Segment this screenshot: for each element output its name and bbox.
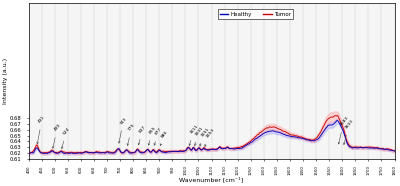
Text: 743: 743 bbox=[118, 116, 128, 143]
Text: 524: 524 bbox=[61, 126, 70, 149]
Text: 1031: 1031 bbox=[194, 126, 205, 146]
Text: 817: 817 bbox=[138, 125, 147, 145]
Legend: Healthy, Tumor: Healthy, Tumor bbox=[218, 9, 293, 19]
Text: 1011: 1011 bbox=[189, 124, 200, 145]
Text: 1583: 1583 bbox=[338, 116, 349, 144]
X-axis label: Wavenumber [cm⁻¹]: Wavenumber [cm⁻¹] bbox=[180, 177, 244, 182]
Text: 877: 877 bbox=[154, 127, 163, 145]
Text: 1603: 1603 bbox=[344, 119, 354, 145]
Text: 886: 886 bbox=[160, 129, 169, 145]
Text: 855: 855 bbox=[148, 126, 157, 145]
Text: 1053: 1053 bbox=[205, 128, 215, 146]
Text: 775: 775 bbox=[127, 123, 136, 145]
Text: 1051: 1051 bbox=[200, 127, 210, 146]
Y-axis label: Intensity (a.u.): Intensity (a.u.) bbox=[4, 58, 8, 104]
Text: 490: 490 bbox=[52, 123, 62, 148]
Text: 431: 431 bbox=[37, 115, 46, 144]
